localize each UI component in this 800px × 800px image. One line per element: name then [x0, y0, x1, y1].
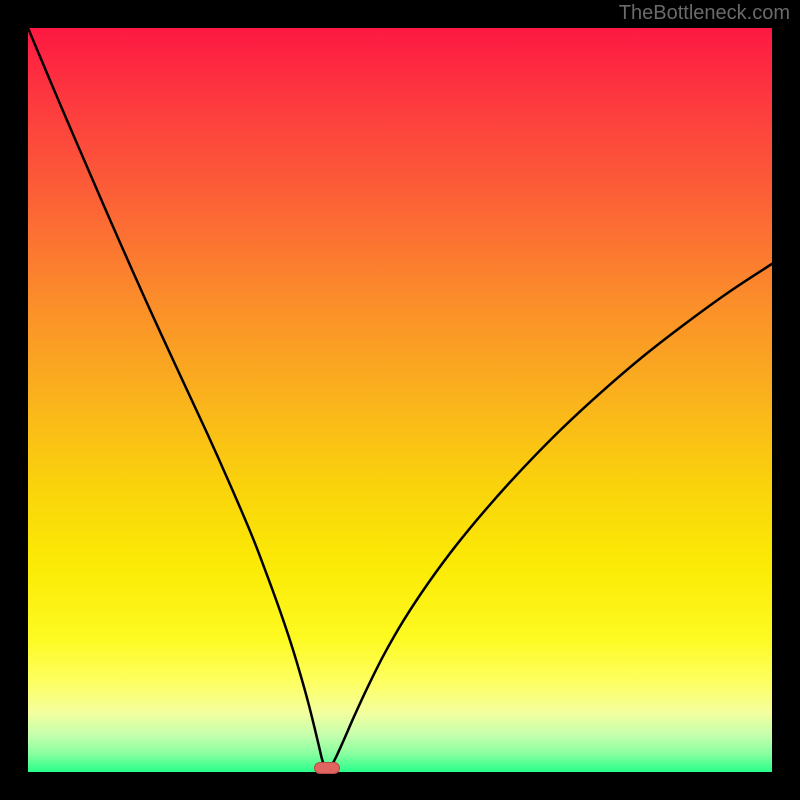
watermark-text: TheBottleneck.com: [619, 2, 790, 25]
plot-area: [28, 28, 772, 772]
left-curve: [28, 28, 327, 772]
min-marker: [314, 762, 340, 774]
right-curve: [327, 264, 772, 772]
chart-svg: [28, 28, 772, 772]
